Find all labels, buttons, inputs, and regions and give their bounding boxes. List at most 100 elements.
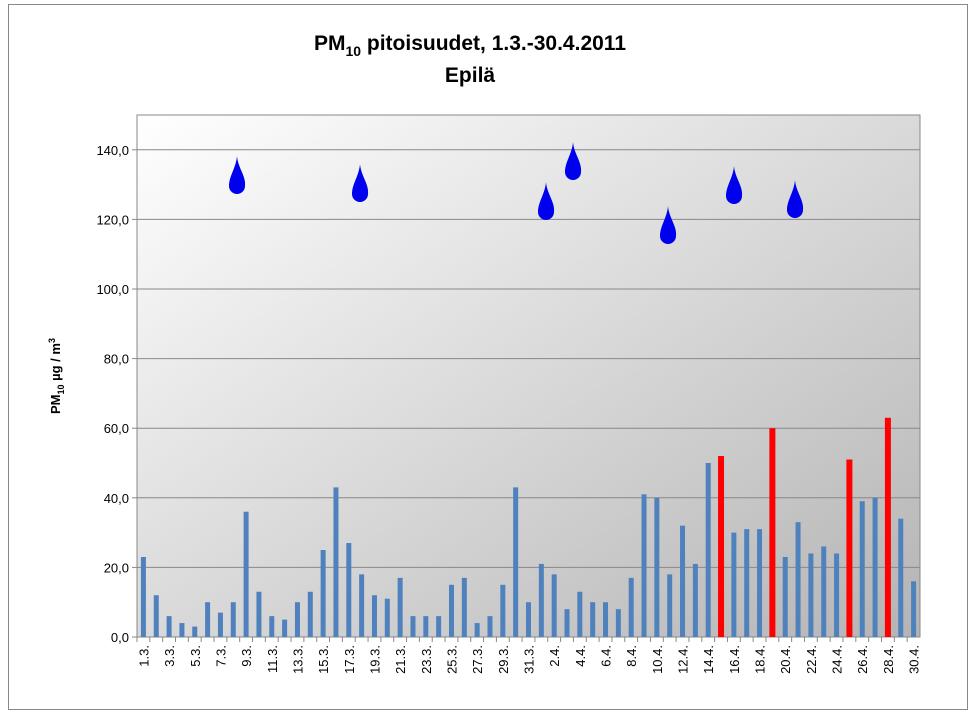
- bar: [256, 591, 262, 637]
- x-tick-label: 8.4.: [624, 645, 639, 667]
- x-tick-label: 22.4.: [804, 645, 819, 674]
- bar: [872, 497, 878, 637]
- raindrop: [538, 182, 555, 220]
- raindrop: [565, 142, 582, 180]
- bar: [731, 532, 737, 637]
- bar: [513, 487, 519, 637]
- bar: [205, 602, 211, 637]
- raindrop: [660, 206, 677, 244]
- x-tick-label: 15.3.: [316, 645, 331, 674]
- bar: [654, 497, 660, 637]
- x-tick-label: 3.3.: [162, 645, 177, 667]
- chart-title: PM10 pitoisuudet, 1.3.-30.4.2011: [314, 32, 626, 59]
- bar: [615, 609, 621, 637]
- bar: [744, 529, 750, 637]
- bar: [230, 602, 236, 637]
- raindrops: [229, 142, 804, 244]
- bar: [140, 556, 146, 637]
- bar: [538, 563, 544, 637]
- bar: [834, 553, 840, 637]
- bar: [371, 595, 377, 637]
- bar: [808, 553, 814, 637]
- y-tick-label: 60,0: [104, 421, 129, 436]
- bar: [269, 616, 275, 637]
- bar: [166, 616, 172, 637]
- x-tick-label: 26.4.: [855, 645, 870, 674]
- y-axis-label: PM10 µg / m3: [47, 338, 66, 414]
- x-tick-label: 18.4.: [753, 645, 768, 674]
- bar: [564, 609, 570, 637]
- x-tick-label: 2.4.: [547, 645, 562, 667]
- bar: [346, 543, 352, 637]
- x-tick-label: 19.3.: [367, 645, 382, 674]
- bar: [436, 616, 442, 637]
- x-tick-label: 6.4.: [599, 645, 614, 667]
- bar: [192, 626, 198, 637]
- bar: [680, 525, 686, 637]
- x-tick-label: 5.3.: [188, 645, 203, 667]
- bar: [551, 574, 557, 637]
- y-tick-label: 100,0: [96, 282, 129, 297]
- bar: [282, 619, 288, 637]
- raindrop: [726, 166, 743, 204]
- x-tick-label: 20.4.: [778, 645, 793, 674]
- y-tick-label: 120,0: [96, 212, 129, 227]
- bar: [410, 616, 416, 637]
- bar: [795, 522, 801, 637]
- x-tick-label: 11.3.: [265, 645, 280, 673]
- plot-area: [136, 114, 921, 638]
- x-tick-label: 10.4.: [650, 645, 665, 674]
- y-tick-label: 20,0: [104, 560, 129, 575]
- bar: [217, 612, 223, 637]
- bar: [590, 602, 596, 637]
- bar: [500, 584, 506, 637]
- bar: [320, 550, 326, 637]
- x-tick-label: 4.4.: [573, 645, 588, 667]
- x-tick-label: 25.3.: [444, 645, 459, 674]
- bar: [397, 577, 403, 637]
- bar: [461, 577, 467, 637]
- bar: [898, 518, 904, 637]
- bar: [179, 623, 185, 637]
- bar: [757, 529, 763, 637]
- y-tick-label: 80,0: [104, 352, 129, 367]
- y-tick-label: 0,0: [111, 630, 129, 645]
- x-tick-label: 21.3.: [393, 645, 408, 674]
- chart-subtitle: Epilä: [445, 64, 496, 87]
- bar: [577, 591, 583, 637]
- bar: [474, 623, 480, 637]
- raindrop: [352, 164, 369, 202]
- bar: [884, 417, 891, 637]
- bar: [782, 556, 788, 637]
- raindrop: [787, 180, 804, 218]
- bar: [718, 456, 725, 637]
- bar: [423, 616, 429, 637]
- bar: [243, 511, 249, 637]
- bar: [821, 546, 827, 637]
- x-tick-label: 30.4.: [907, 645, 922, 674]
- y-tick-label: 140,0: [96, 143, 129, 158]
- x-tick-label: 29.3.: [496, 645, 511, 674]
- bar: [307, 591, 313, 637]
- x-tick-label: 13.3.: [290, 645, 305, 674]
- bar: [846, 459, 853, 637]
- bar: [641, 494, 647, 637]
- bar: [384, 598, 390, 637]
- bar: [487, 616, 493, 637]
- x-tick-label: 7.3.: [213, 645, 228, 667]
- bar: [294, 602, 300, 637]
- y-tick-label: 40,0: [104, 491, 129, 506]
- bar: [705, 463, 711, 637]
- bar: [153, 595, 159, 637]
- bar: [603, 602, 609, 637]
- bar: [448, 584, 454, 637]
- x-tick-label: 12.4.: [676, 645, 691, 674]
- x-tick-label: 27.3.: [470, 645, 485, 674]
- bar: [911, 581, 917, 637]
- x-tick-label: 16.4.: [727, 645, 742, 674]
- bar: [359, 574, 365, 637]
- x-tick-label: 1.3.: [136, 645, 151, 667]
- x-tick-label: 17.3.: [342, 645, 357, 674]
- bar: [692, 563, 698, 637]
